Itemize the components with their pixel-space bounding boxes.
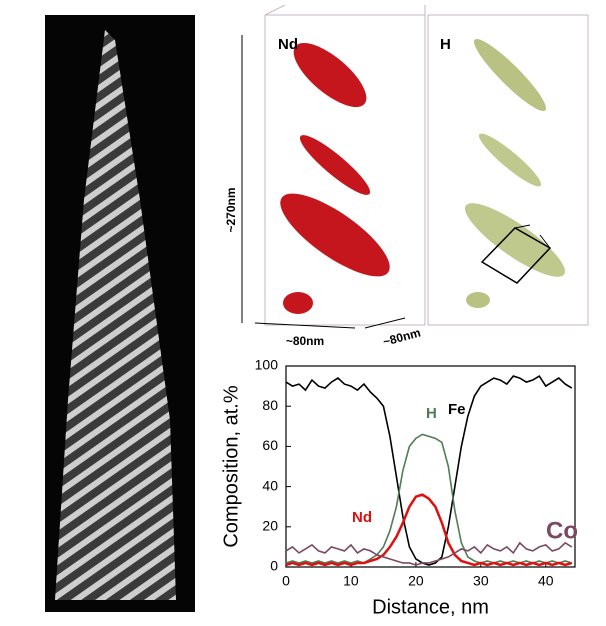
h-reconstruction — [427, 14, 589, 326]
panel-label: H — [440, 36, 451, 53]
series-label: Co — [546, 517, 578, 544]
x-tick-label: 0 — [282, 573, 290, 589]
panel-label: Nd — [278, 36, 298, 53]
x-tick-label: 40 — [538, 573, 554, 589]
microscopy-image — [45, 15, 195, 612]
x-tick-label: 10 — [343, 573, 359, 589]
series-line — [285, 541, 573, 566]
y-tick-label: 20 — [262, 518, 278, 534]
nd-reconstruction — [241, 4, 426, 329]
y-tick-label: 0 — [270, 558, 278, 574]
series-label: H — [426, 405, 437, 422]
dimension-label: ~80nm — [381, 325, 422, 348]
dimension-label: ~80nm — [286, 334, 324, 348]
series-label: Nd — [352, 509, 372, 526]
series-line — [285, 374, 573, 566]
y-tick-label: 40 — [262, 477, 278, 493]
series-line — [285, 433, 572, 564]
dimension-label: ~270nm — [224, 187, 238, 232]
x-tick-label: 20 — [408, 573, 424, 589]
series-line — [285, 493, 573, 567]
composition-chart: 0 20 40 60 80 100 0 10 20 30 40 Distance, nm Composi… — [220, 357, 578, 619]
x-tick-label: 30 — [473, 573, 489, 589]
y-tick-label: 100 — [255, 357, 279, 373]
y-axis-label: Composition, at.% — [220, 385, 242, 548]
y-tick-label: 60 — [262, 437, 278, 453]
series-label: Fe — [448, 401, 466, 418]
plot-frame — [285, 365, 576, 568]
x-axis-label: Distance, nm — [372, 596, 489, 618]
y-tick-label: 80 — [262, 397, 278, 413]
